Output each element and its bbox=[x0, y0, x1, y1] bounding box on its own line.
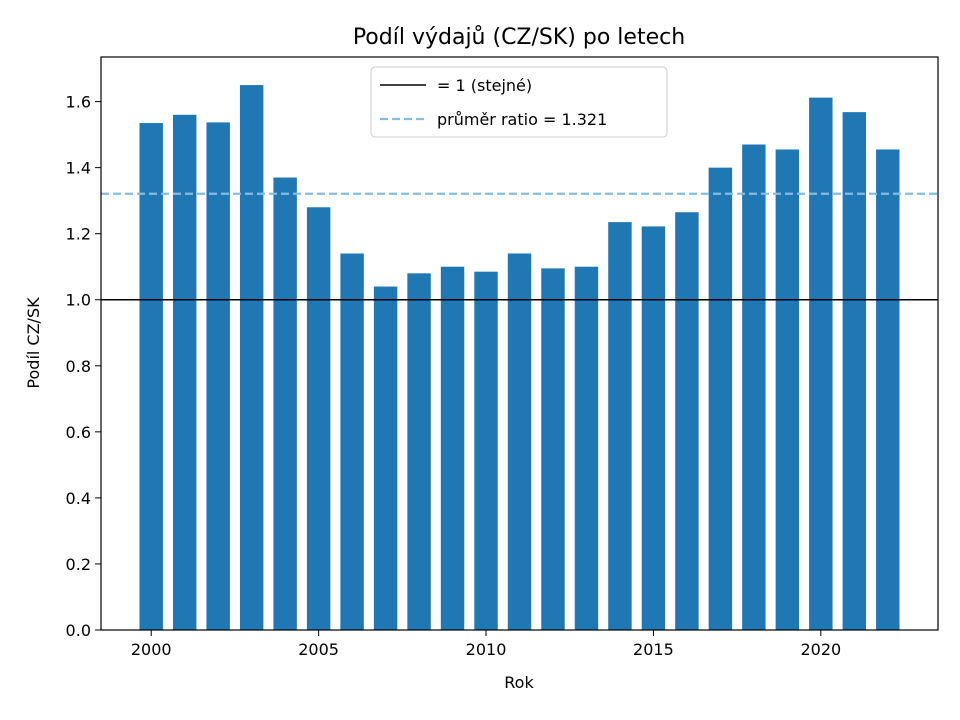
bar-2014 bbox=[608, 222, 632, 630]
chart-title: Podíl výdajů (CZ/SK) po letech bbox=[353, 25, 685, 50]
bar-2020 bbox=[809, 97, 833, 631]
x-tick-label: 2015 bbox=[633, 640, 674, 659]
x-tick-label: 2020 bbox=[800, 640, 841, 659]
bars-group bbox=[139, 85, 900, 631]
bar-2013 bbox=[574, 266, 599, 630]
x-tick-label: 2005 bbox=[298, 640, 339, 659]
bar-2021 bbox=[842, 112, 867, 630]
bar-2015 bbox=[641, 226, 666, 631]
legend-entry-1: průměr ratio = 1.321 bbox=[437, 110, 607, 129]
legend-box bbox=[370, 66, 668, 138]
y-tick-label: 1.2 bbox=[66, 225, 91, 244]
y-axis-ticks: 0.0 0.2 0.4 0.6 0.8 1.0 1.2 1.4 1.6 bbox=[66, 93, 101, 640]
bar-2012 bbox=[541, 268, 565, 630]
bar-2007 bbox=[373, 286, 398, 630]
bar-2008 bbox=[407, 273, 431, 630]
bar-2018 bbox=[742, 144, 766, 630]
y-tick-label: 0.6 bbox=[66, 423, 91, 442]
x-tick-label: 2000 bbox=[131, 640, 172, 659]
bar-2001 bbox=[172, 114, 197, 630]
bar-2019 bbox=[775, 149, 800, 630]
legend-entry-0: = 1 (stejné) bbox=[437, 76, 532, 95]
bar-2010 bbox=[474, 271, 498, 630]
y-tick-label: 0.4 bbox=[66, 489, 91, 508]
bar-2002 bbox=[206, 122, 230, 630]
x-axis-label: Rok bbox=[504, 673, 534, 692]
y-tick-label: 0.0 bbox=[66, 621, 91, 640]
y-axis-label: Podíl CZ/SK bbox=[24, 297, 43, 389]
reference-lines bbox=[101, 192, 938, 301]
bar-2003 bbox=[239, 85, 264, 631]
y-tick-label: 1.6 bbox=[66, 93, 91, 112]
bar-2022 bbox=[876, 149, 900, 630]
bar-2006 bbox=[340, 253, 364, 630]
x-axis-ticks: 2000 2005 2010 2015 2020 bbox=[131, 630, 841, 659]
y-tick-label: 1.4 bbox=[66, 159, 91, 178]
bar-2005 bbox=[306, 207, 331, 630]
bar-2011 bbox=[507, 253, 532, 630]
bar-2016 bbox=[675, 212, 699, 630]
bar-2017 bbox=[708, 167, 733, 630]
bar-2000 bbox=[139, 123, 163, 630]
bar-2004 bbox=[273, 177, 297, 630]
legend: = 1 (stejné) průměr ratio = 1.321 bbox=[370, 66, 668, 138]
y-tick-label: 1.0 bbox=[66, 291, 91, 310]
plot-frame bbox=[100, 56, 939, 631]
bar-2009 bbox=[440, 266, 465, 630]
y-tick-label: 0.2 bbox=[66, 555, 91, 574]
y-tick-label: 0.8 bbox=[66, 357, 91, 376]
x-tick-label: 2010 bbox=[466, 640, 507, 659]
